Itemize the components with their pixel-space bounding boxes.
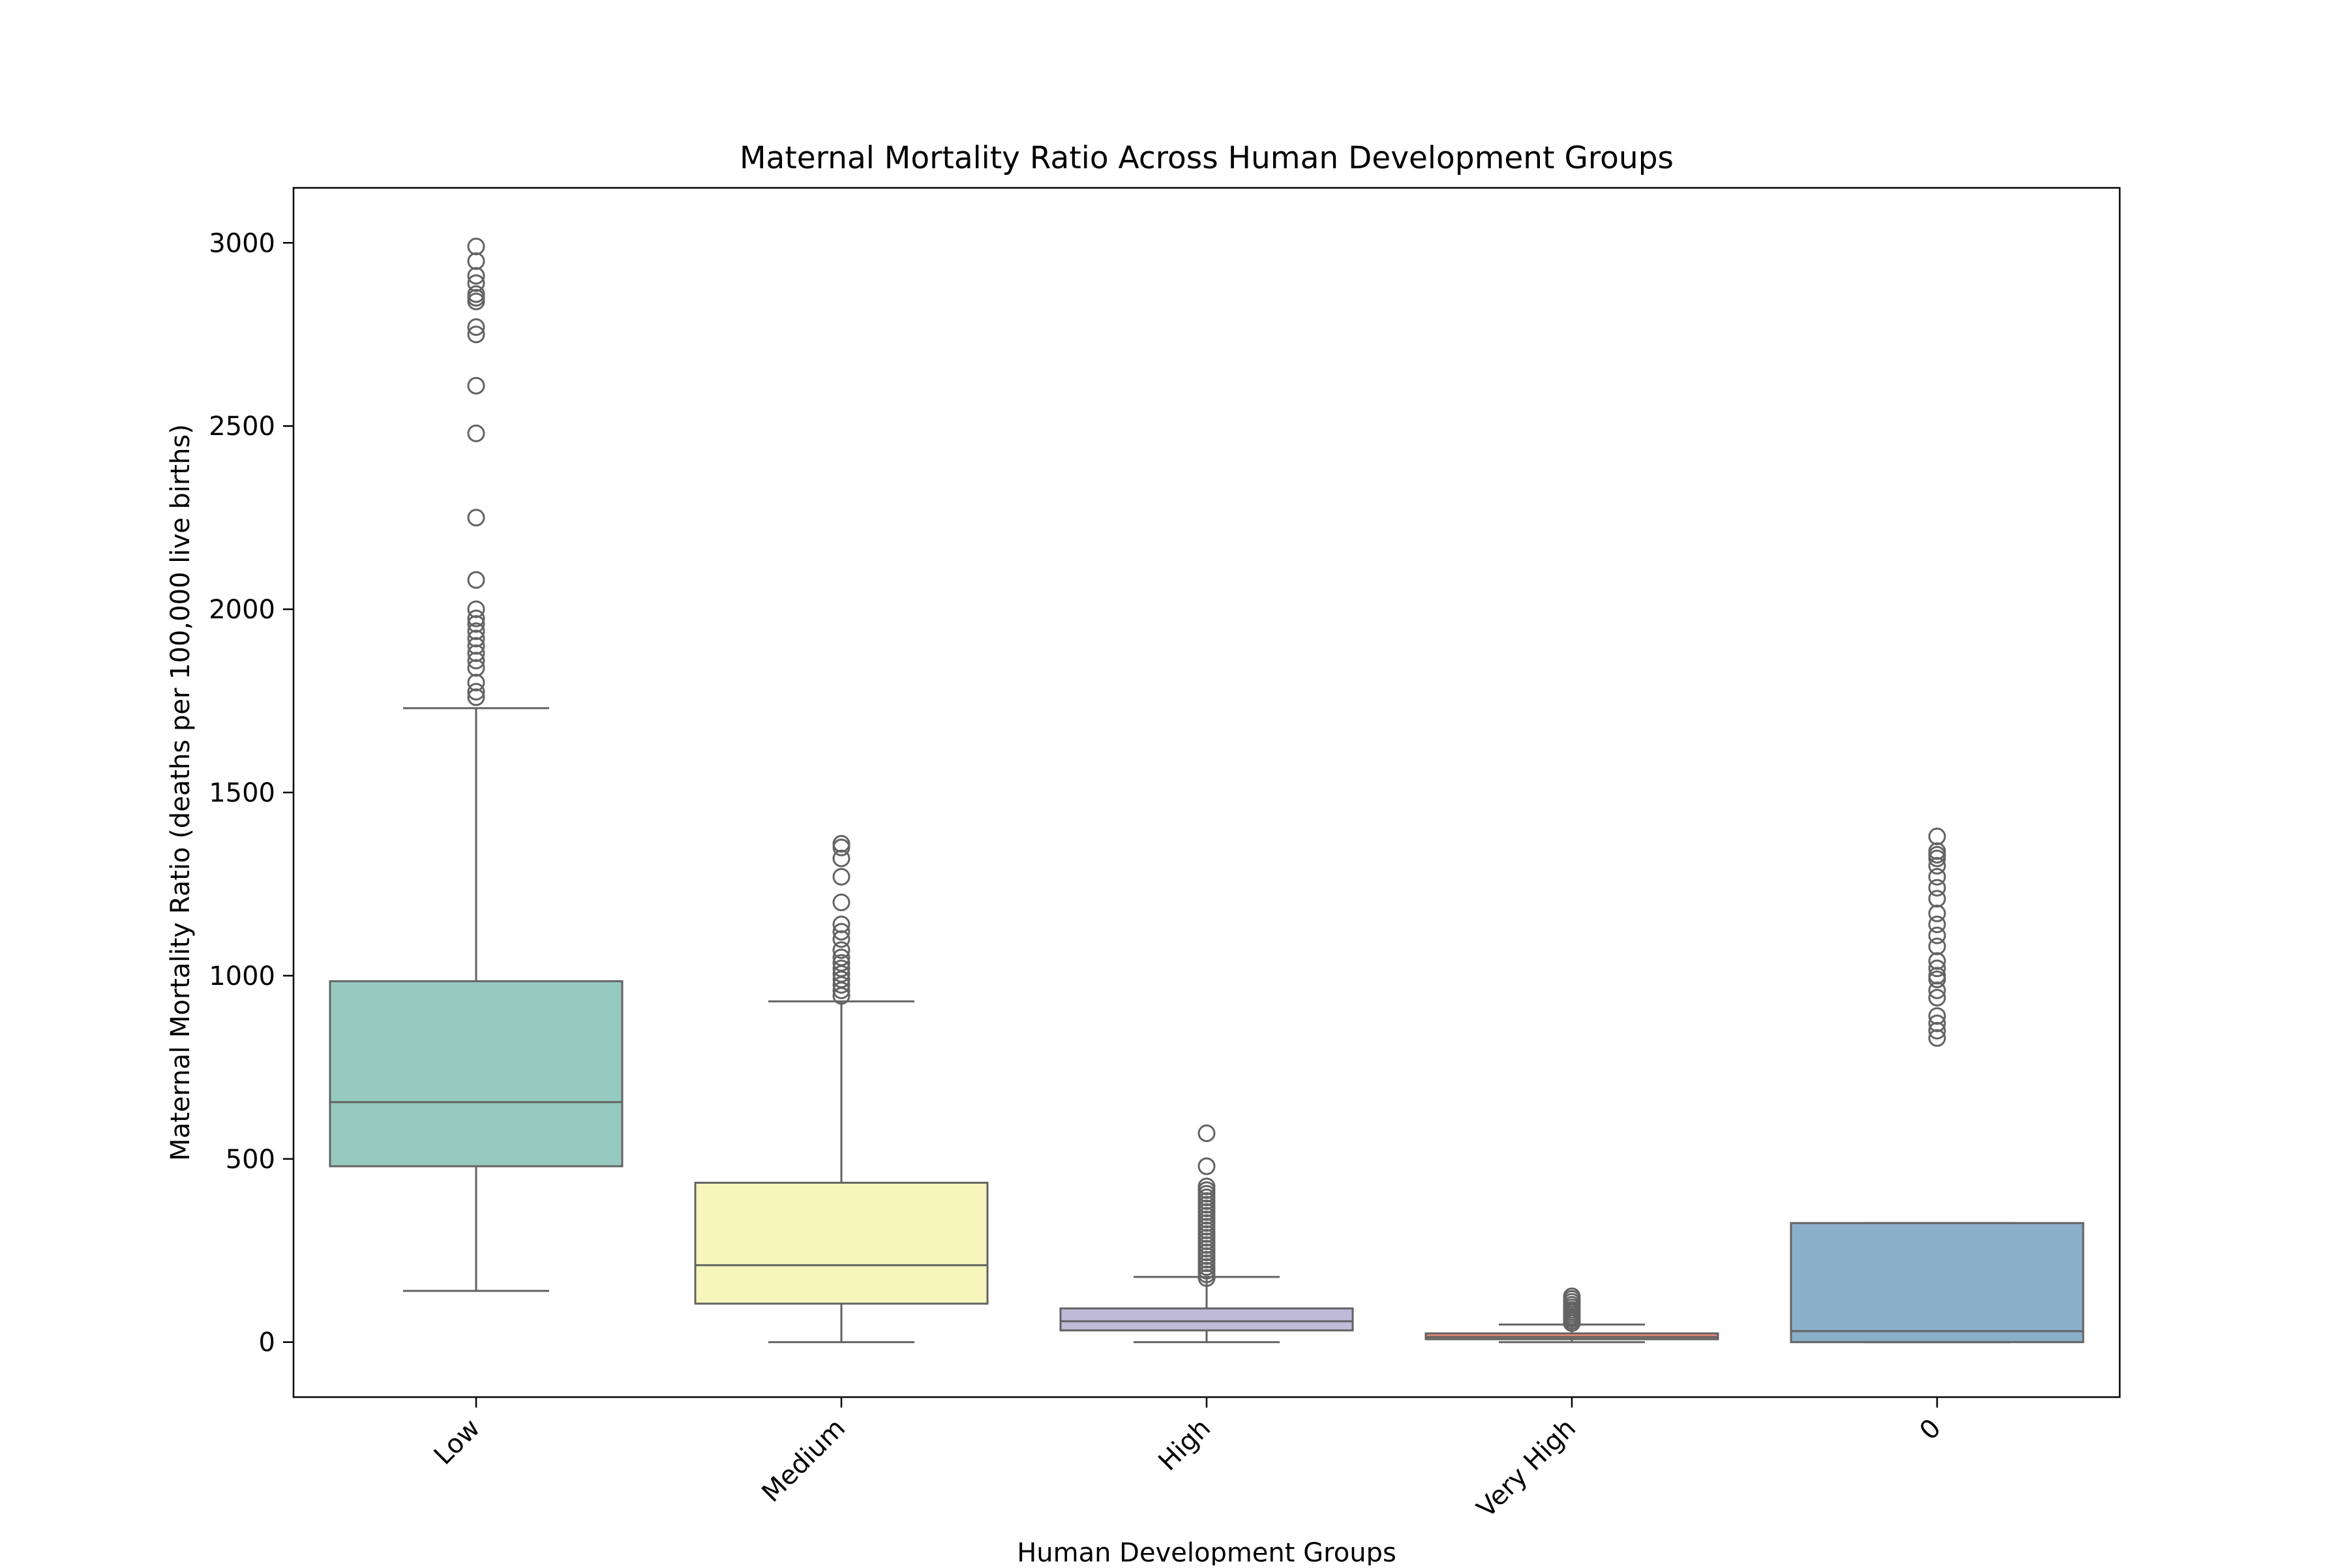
box-group-3 <box>1424 1288 1719 1344</box>
outlier-point <box>1928 1021 1946 1040</box>
outlier-point <box>467 325 485 344</box>
outlier-point <box>467 318 485 336</box>
outlier-point <box>467 376 485 395</box>
outlier-point <box>467 637 485 655</box>
outlier-point <box>1197 1177 1216 1196</box>
outlier-point <box>467 615 485 633</box>
outlier-point <box>832 954 850 972</box>
outlier-point <box>1928 959 1946 978</box>
y-axis-label: Maternal Mortality Ratio (deaths per 100… <box>166 424 196 1161</box>
box-iqr <box>694 1181 989 1305</box>
outlier-point <box>1928 1014 1946 1033</box>
y-tick-label: 0 <box>259 1328 275 1358</box>
box-iqr <box>329 980 624 1168</box>
y-tick-label: 3000 <box>209 228 275 258</box>
y-tick-label: 2000 <box>209 595 275 625</box>
outlier-point <box>1197 1157 1216 1175</box>
y-tick-label: 500 <box>226 1145 275 1175</box>
outlier-point <box>467 659 485 677</box>
outlier-point <box>1563 1288 1581 1305</box>
box-group-4 <box>1790 827 2085 1344</box>
outlier-point <box>832 930 850 948</box>
outlier-point <box>1928 867 1946 886</box>
outlier-point <box>467 267 485 285</box>
outlier-point <box>832 915 850 933</box>
outlier-point <box>467 622 485 641</box>
y-axis: 0 500 1000 1500 2000 2500 3000 <box>209 228 294 1358</box>
outlier-point <box>832 948 850 967</box>
outlier-point <box>467 600 485 618</box>
outlier-point <box>467 652 485 670</box>
outlier-point <box>832 867 850 886</box>
outlier-point <box>1928 1029 1946 1047</box>
outlier-point <box>467 629 485 648</box>
outlier-point <box>467 237 485 256</box>
y-tick-label: 2500 <box>209 412 275 442</box>
outlier-point <box>1928 842 1946 860</box>
outlier-point <box>832 941 850 959</box>
plot-area <box>329 237 2085 1344</box>
outlier-point <box>467 683 485 701</box>
outlier-point <box>1928 827 1946 845</box>
outlier-point <box>467 644 485 663</box>
outlier-point <box>1928 1007 1946 1025</box>
outlier-point <box>1928 926 1946 944</box>
outlier-point <box>467 509 485 527</box>
outlier-point <box>1928 967 1946 985</box>
y-tick-label: 1000 <box>209 961 275 991</box>
box-iqr <box>1790 1222 2085 1344</box>
x-axis-label: Human Development Groups <box>1017 1538 1396 1565</box>
y-tick-label: 1500 <box>209 778 275 808</box>
plot-frame <box>292 187 2121 1398</box>
outlier-point <box>1928 879 1946 897</box>
outlier-point <box>1928 856 1946 875</box>
outlier-point <box>832 849 850 867</box>
outlier-point <box>1928 989 1946 1007</box>
outlier-point <box>467 274 485 292</box>
outlier-point <box>467 252 485 270</box>
outlier-point <box>832 835 850 853</box>
outlier-point <box>1197 1124 1216 1142</box>
box-group-2 <box>1059 1124 1354 1344</box>
outlier-point <box>1928 890 1946 908</box>
outlier-point <box>1928 904 1946 922</box>
outlier-point <box>1928 952 1946 970</box>
outlier-point <box>832 894 850 912</box>
outlier-point <box>467 285 485 303</box>
outlier-point <box>1928 981 1946 999</box>
outlier-point <box>832 922 850 941</box>
outlier-point <box>1928 915 1946 933</box>
outlier-point <box>467 673 485 691</box>
outlier-point <box>832 959 850 978</box>
outlier-point <box>467 424 485 442</box>
box-iqr <box>1059 1307 1354 1332</box>
outlier-point <box>467 571 485 589</box>
box-group-0 <box>329 237 624 1292</box>
outlier-point <box>1928 937 1946 956</box>
chart-title: Maternal Mortality Ratio Across Human De… <box>740 140 1674 176</box>
outlier-point <box>467 688 485 706</box>
outlier-point <box>467 609 485 627</box>
box-group-1 <box>694 835 989 1344</box>
